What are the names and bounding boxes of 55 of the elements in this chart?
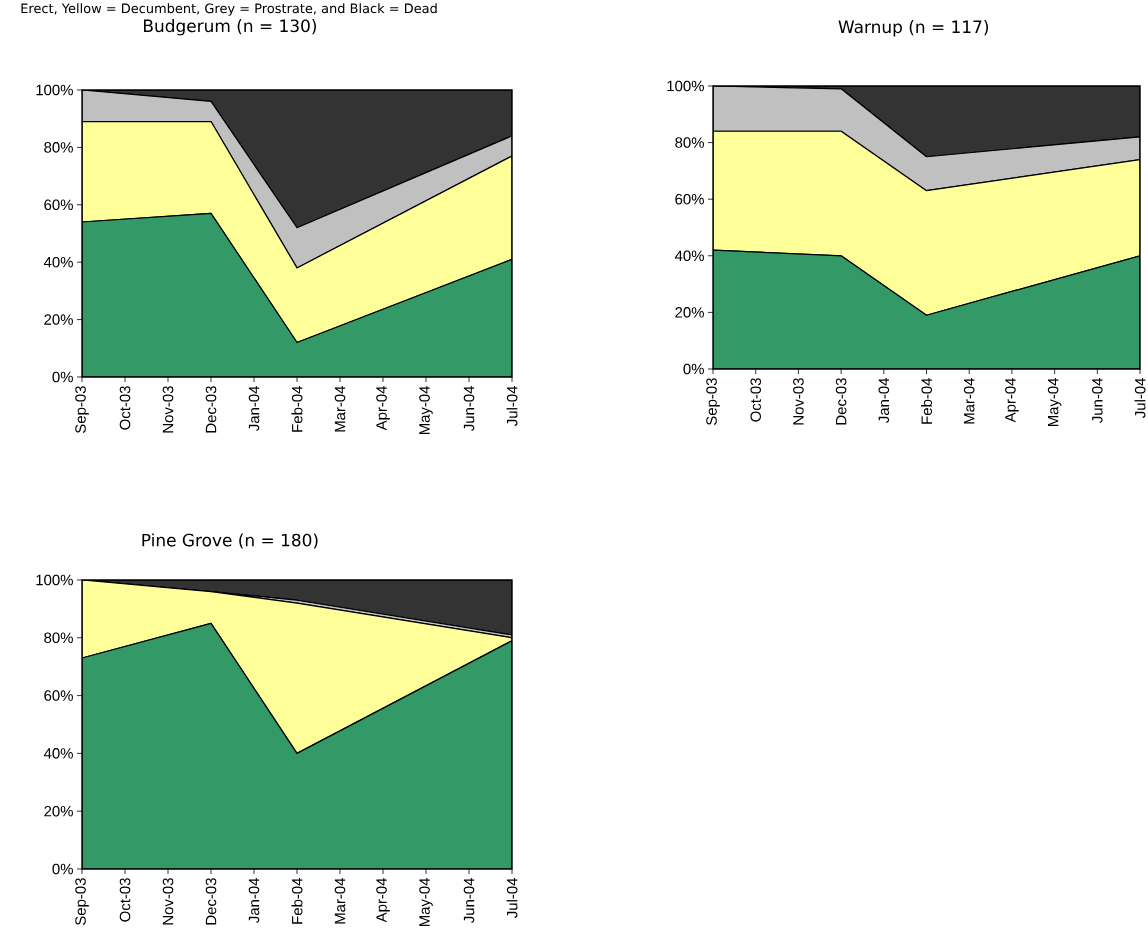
x-tick-label: Feb-04 [291,385,303,432]
chart-title: Pine Grove (n = 180) [142,533,318,549]
x-tick-label: Jun-04 [1092,377,1103,423]
x-tick-label: Apr-04 [376,877,390,923]
x-tick-label: Feb-04 [291,877,303,924]
x-tick-label: Nov-03 [162,386,174,433]
y-tick-label: 60% [675,193,704,205]
chart-title: Budgerum (n = 130) [144,19,316,36]
x-tick-label: Jul-04 [1134,377,1146,418]
y-tick-label: 80% [44,632,73,644]
text: Erect, Yellow = Decumbent, Grey = Prostrate, and Black = Dead [21,3,437,16]
x-tick-label: Mar-04 [334,877,346,924]
x-tick-label: Dec-03 [205,386,217,433]
x-tick-label: Oct-03 [119,878,131,922]
x-tick-label: Jun-04 [463,877,475,923]
x-tick-label: May-04 [419,877,433,927]
y-tick-label: 20% [44,805,73,817]
y-tick-label: 60% [44,199,73,211]
y-tick-label: 80% [675,137,704,148]
x-tick-label: Apr-04 [376,385,390,431]
x-tick-label: Jan-04 [248,877,260,923]
y-tick-label: 60% [44,690,73,701]
y-tick-label: 0% [683,363,704,375]
y-tick-label: 0% [52,371,73,383]
y-tick-label: 100% [36,574,73,586]
y-tick-label: 40% [43,256,73,268]
y-tick-label: 20% [44,314,73,325]
x-tick-label: Feb-04 [921,377,932,424]
y-tick-label: 40% [43,748,73,759]
y-tick-label: 100% [36,84,73,96]
x-tick-label: Apr-04 [1005,377,1019,423]
x-tick-label: Nov-03 [793,378,804,425]
x-tick-label: Dec-03 [205,878,217,925]
y-tick-label: 100% [667,80,704,92]
x-tick-label: Jan-04 [248,385,260,431]
x-tick-label: Nov-03 [162,878,174,925]
y-tick-label: 0% [52,863,73,875]
x-tick-label: Sep-03 [75,386,89,434]
x-tick-label: May-04 [419,385,433,435]
x-tick-label: Sep-03 [75,878,89,926]
x-tick-label: Mar-04 [334,385,346,432]
x-tick-label: May-04 [1047,377,1062,427]
x-tick-label: Oct-03 [750,378,761,422]
y-tick-label: 80% [44,142,73,153]
y-tick-label: 40% [674,250,704,262]
x-tick-label: Jan-04 [878,377,890,423]
x-tick-label: Dec-03 [835,378,847,425]
x-tick-label: Sep-03 [706,378,720,426]
chart-title: Warnup (n = 117) [838,20,989,37]
y-tick-label: 20% [675,307,704,318]
x-tick-label: Jun-04 [463,385,475,431]
x-tick-label: Oct-03 [119,386,131,430]
x-tick-label: Mar-04 [963,377,975,424]
x-tick-label: Jul-04 [506,385,518,426]
x-tick-label: Jul-04 [506,877,518,918]
